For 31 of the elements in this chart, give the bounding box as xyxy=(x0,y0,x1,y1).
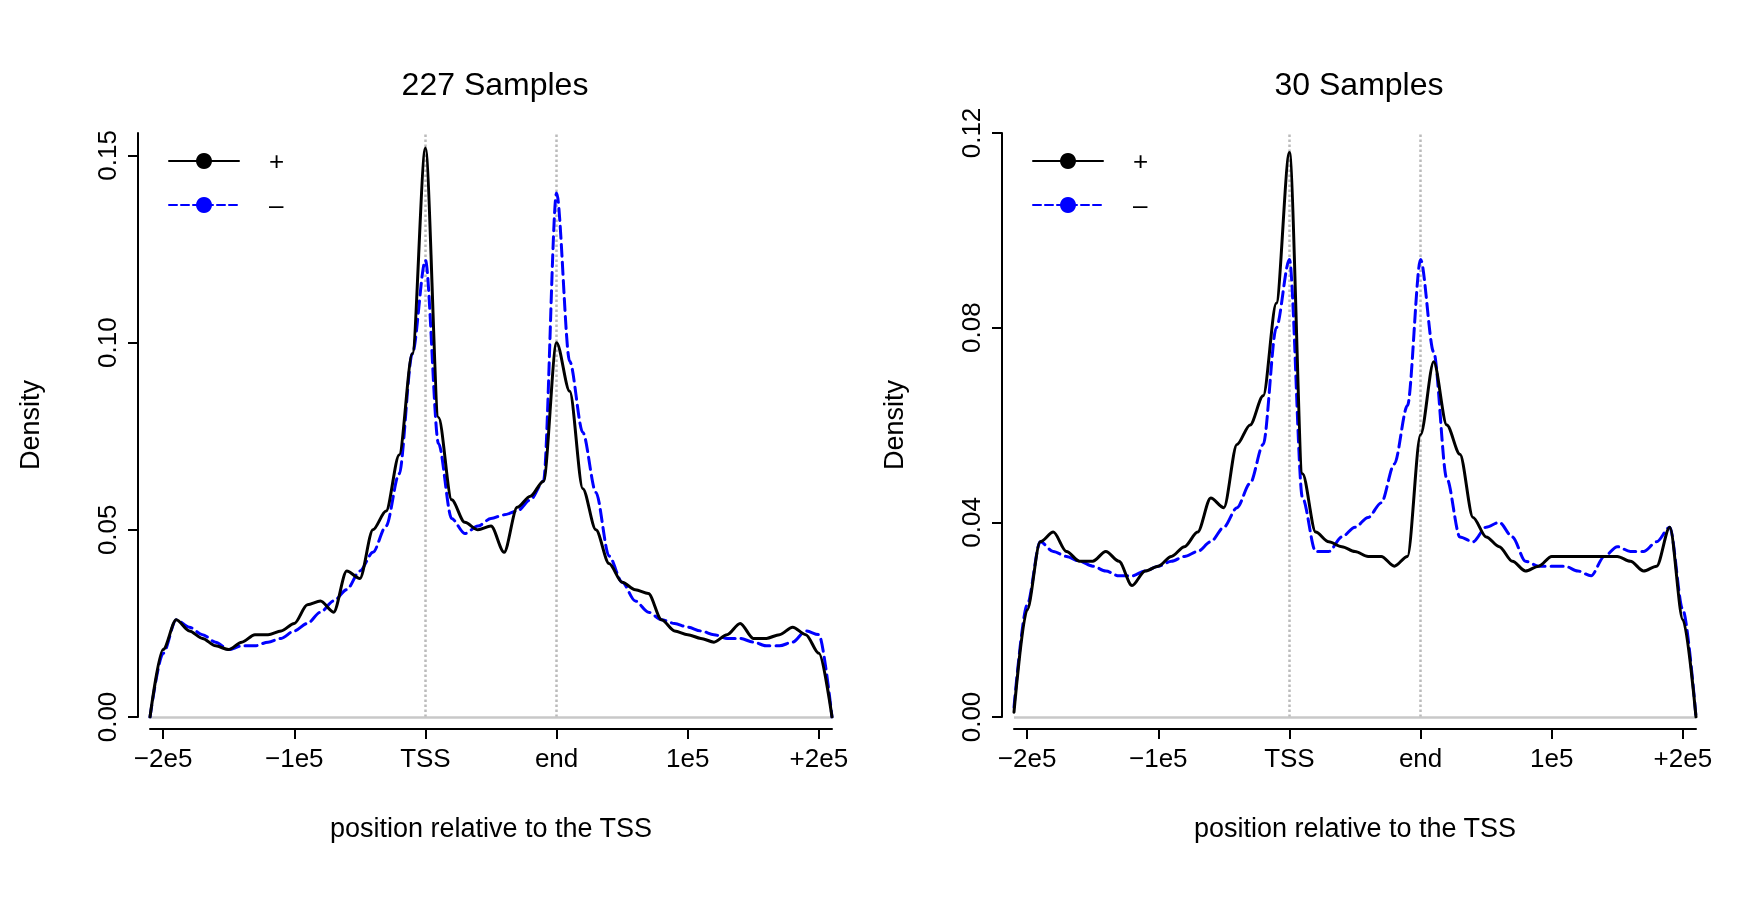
y-axis-title: Density xyxy=(14,379,45,471)
x-tick-label: end xyxy=(534,743,579,773)
x-tick-label: +2e5 xyxy=(1653,743,1713,773)
y-tick-label: 0.08 xyxy=(956,302,986,353)
x-tick-label: 1e5 xyxy=(1530,743,1574,773)
x-tick-label: end xyxy=(1398,743,1443,773)
y-tick-label: 0.00 xyxy=(956,691,986,743)
y-axis-title: Density xyxy=(878,379,909,471)
x-tick-label: 1e5 xyxy=(666,743,710,773)
line-series xyxy=(1012,150,1698,719)
x-axis-title: position relative to the TSS xyxy=(329,812,653,843)
chart-title: 227 Samples xyxy=(401,66,589,102)
x-tick-label: −2e5 xyxy=(133,743,193,773)
y-tick-label: 0.00 xyxy=(92,691,122,743)
x-tick-label: −2e5 xyxy=(997,743,1057,773)
legend-label: – xyxy=(269,190,284,220)
y-tick-label: 0.15 xyxy=(92,130,122,181)
legend-label: – xyxy=(1133,190,1148,220)
x-tick-label: TSS xyxy=(1264,743,1315,773)
chart-title: 30 Samples xyxy=(1274,66,1444,102)
legend-label: + xyxy=(269,146,285,176)
y-tick-label: 0.12 xyxy=(956,107,986,159)
y-tick-label: 0.10 xyxy=(92,317,122,368)
x-tick-label: +2e5 xyxy=(789,743,849,773)
y-tick-label: 0.04 xyxy=(956,497,986,548)
x-axis-title: position relative to the TSS xyxy=(1193,812,1517,843)
x-tick-label: −1e5 xyxy=(264,743,324,773)
x-tick-label: −1e5 xyxy=(1128,743,1188,773)
legend-label: + xyxy=(1133,146,1149,176)
x-tick-label: TSS xyxy=(400,743,451,773)
y-tick-label: 0.05 xyxy=(92,504,122,556)
